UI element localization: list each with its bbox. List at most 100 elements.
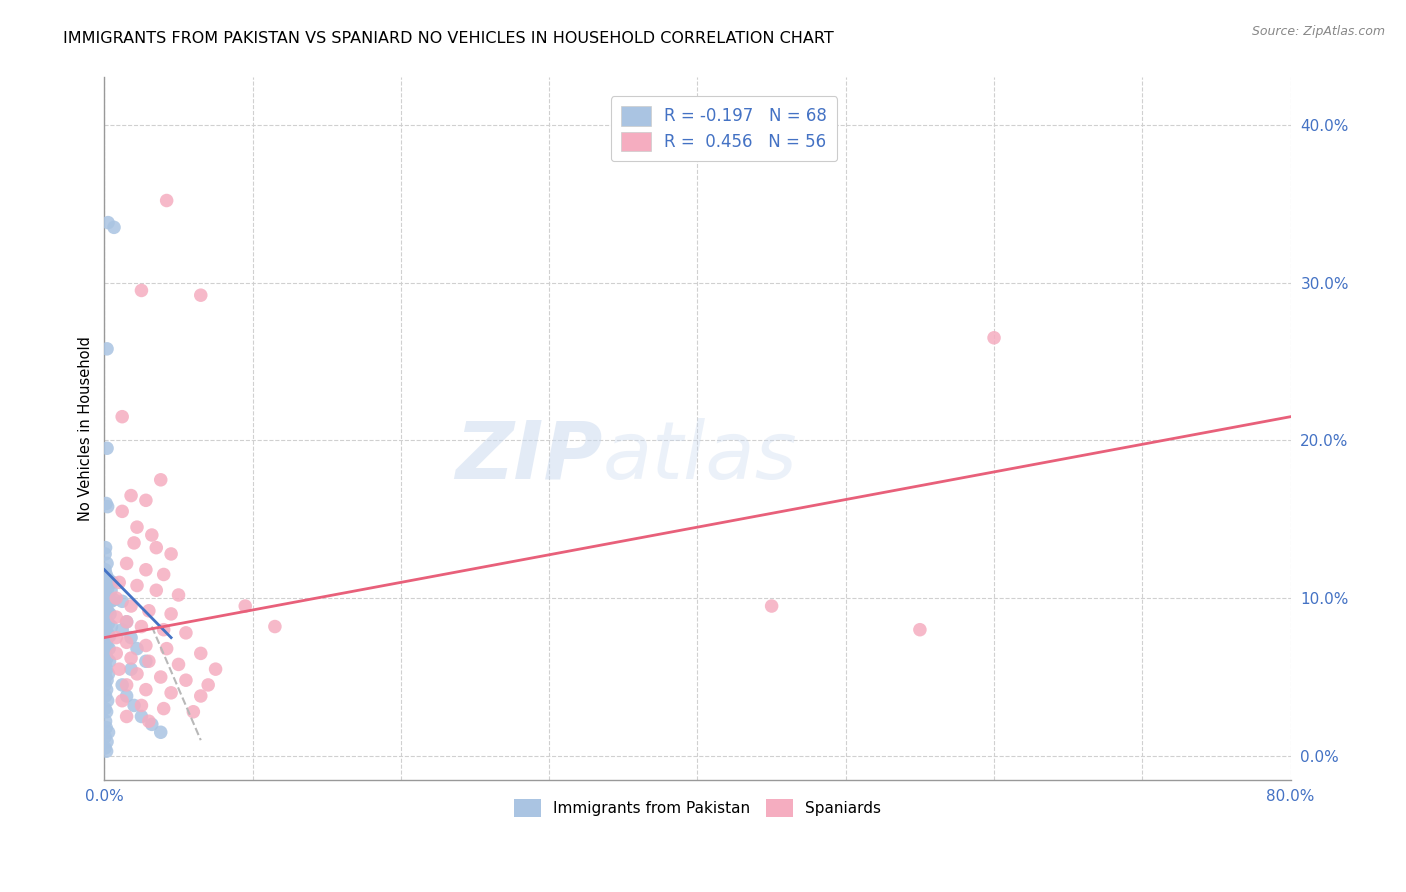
Text: ZIP: ZIP xyxy=(456,417,603,496)
Point xyxy=(149,670,172,684)
Point xyxy=(149,473,172,487)
Point xyxy=(94,689,117,703)
Point xyxy=(138,604,160,618)
Point xyxy=(149,725,172,739)
Point xyxy=(94,741,117,756)
Point xyxy=(111,623,134,637)
Point xyxy=(152,701,174,715)
Text: IMMIGRANTS FROM PAKISTAN VS SPANIARD NO VEHICLES IN HOUSEHOLD CORRELATION CHART: IMMIGRANTS FROM PAKISTAN VS SPANIARD NO … xyxy=(63,31,834,46)
Point xyxy=(138,654,160,668)
Point xyxy=(141,528,163,542)
Y-axis label: No Vehicles in Household: No Vehicles in Household xyxy=(79,336,93,521)
Point xyxy=(135,563,157,577)
Point xyxy=(94,657,117,672)
Point xyxy=(111,409,134,424)
Point xyxy=(96,651,118,665)
Point xyxy=(98,629,121,643)
Point xyxy=(96,590,118,604)
Point xyxy=(115,709,138,723)
Point xyxy=(190,288,212,302)
Point xyxy=(115,635,138,649)
Point xyxy=(94,623,117,637)
Point xyxy=(97,582,120,596)
Point xyxy=(131,619,153,633)
Point xyxy=(96,578,118,592)
Point xyxy=(125,578,148,592)
Point xyxy=(96,602,118,616)
Point xyxy=(105,610,128,624)
Point xyxy=(174,673,197,688)
Point xyxy=(160,607,183,621)
Point xyxy=(96,567,118,582)
Point xyxy=(94,541,117,555)
Point xyxy=(96,496,118,510)
Point xyxy=(761,599,783,613)
Point xyxy=(94,635,117,649)
Point xyxy=(97,694,120,708)
Point xyxy=(105,646,128,660)
Point xyxy=(96,735,118,749)
Point xyxy=(125,520,148,534)
Point xyxy=(131,709,153,723)
Point xyxy=(156,641,179,656)
Point xyxy=(94,563,117,577)
Point xyxy=(94,670,117,684)
Point xyxy=(111,694,134,708)
Point xyxy=(94,547,117,561)
Text: atlas: atlas xyxy=(603,417,797,496)
Point xyxy=(94,610,117,624)
Point xyxy=(103,592,125,607)
Point xyxy=(94,586,117,600)
Point xyxy=(983,331,1005,345)
Point xyxy=(97,216,120,230)
Point xyxy=(97,725,120,739)
Point xyxy=(120,489,142,503)
Point xyxy=(160,547,183,561)
Point xyxy=(115,615,138,629)
Point xyxy=(145,541,167,555)
Point xyxy=(97,666,120,681)
Legend: Immigrants from Pakistan, Spaniards: Immigrants from Pakistan, Spaniards xyxy=(506,792,889,824)
Point xyxy=(135,639,157,653)
Point xyxy=(197,678,219,692)
Point xyxy=(122,536,145,550)
Point xyxy=(141,717,163,731)
Point xyxy=(98,641,121,656)
Point xyxy=(167,657,190,672)
Point xyxy=(105,631,128,645)
Point xyxy=(111,594,134,608)
Point xyxy=(94,714,117,729)
Point xyxy=(167,588,190,602)
Point xyxy=(96,557,118,571)
Point xyxy=(97,604,120,618)
Point xyxy=(122,698,145,713)
Point xyxy=(156,194,179,208)
Point xyxy=(96,673,118,688)
Point xyxy=(190,689,212,703)
Point xyxy=(96,721,118,735)
Point xyxy=(152,623,174,637)
Point xyxy=(105,591,128,606)
Point xyxy=(120,631,142,645)
Point xyxy=(96,442,118,456)
Point xyxy=(94,701,117,715)
Point xyxy=(120,651,142,665)
Point xyxy=(115,689,138,703)
Point xyxy=(174,625,197,640)
Point xyxy=(100,594,122,608)
Point xyxy=(96,705,118,719)
Point xyxy=(115,678,138,692)
Point xyxy=(190,646,212,660)
Point xyxy=(111,678,134,692)
Point xyxy=(264,619,287,633)
Point xyxy=(103,220,125,235)
Point xyxy=(96,682,118,697)
Point xyxy=(98,607,121,621)
Point xyxy=(100,619,122,633)
Point xyxy=(98,654,121,668)
Point xyxy=(96,639,118,653)
Point xyxy=(97,616,120,631)
Point xyxy=(96,625,118,640)
Point xyxy=(138,714,160,729)
Point xyxy=(96,342,118,356)
